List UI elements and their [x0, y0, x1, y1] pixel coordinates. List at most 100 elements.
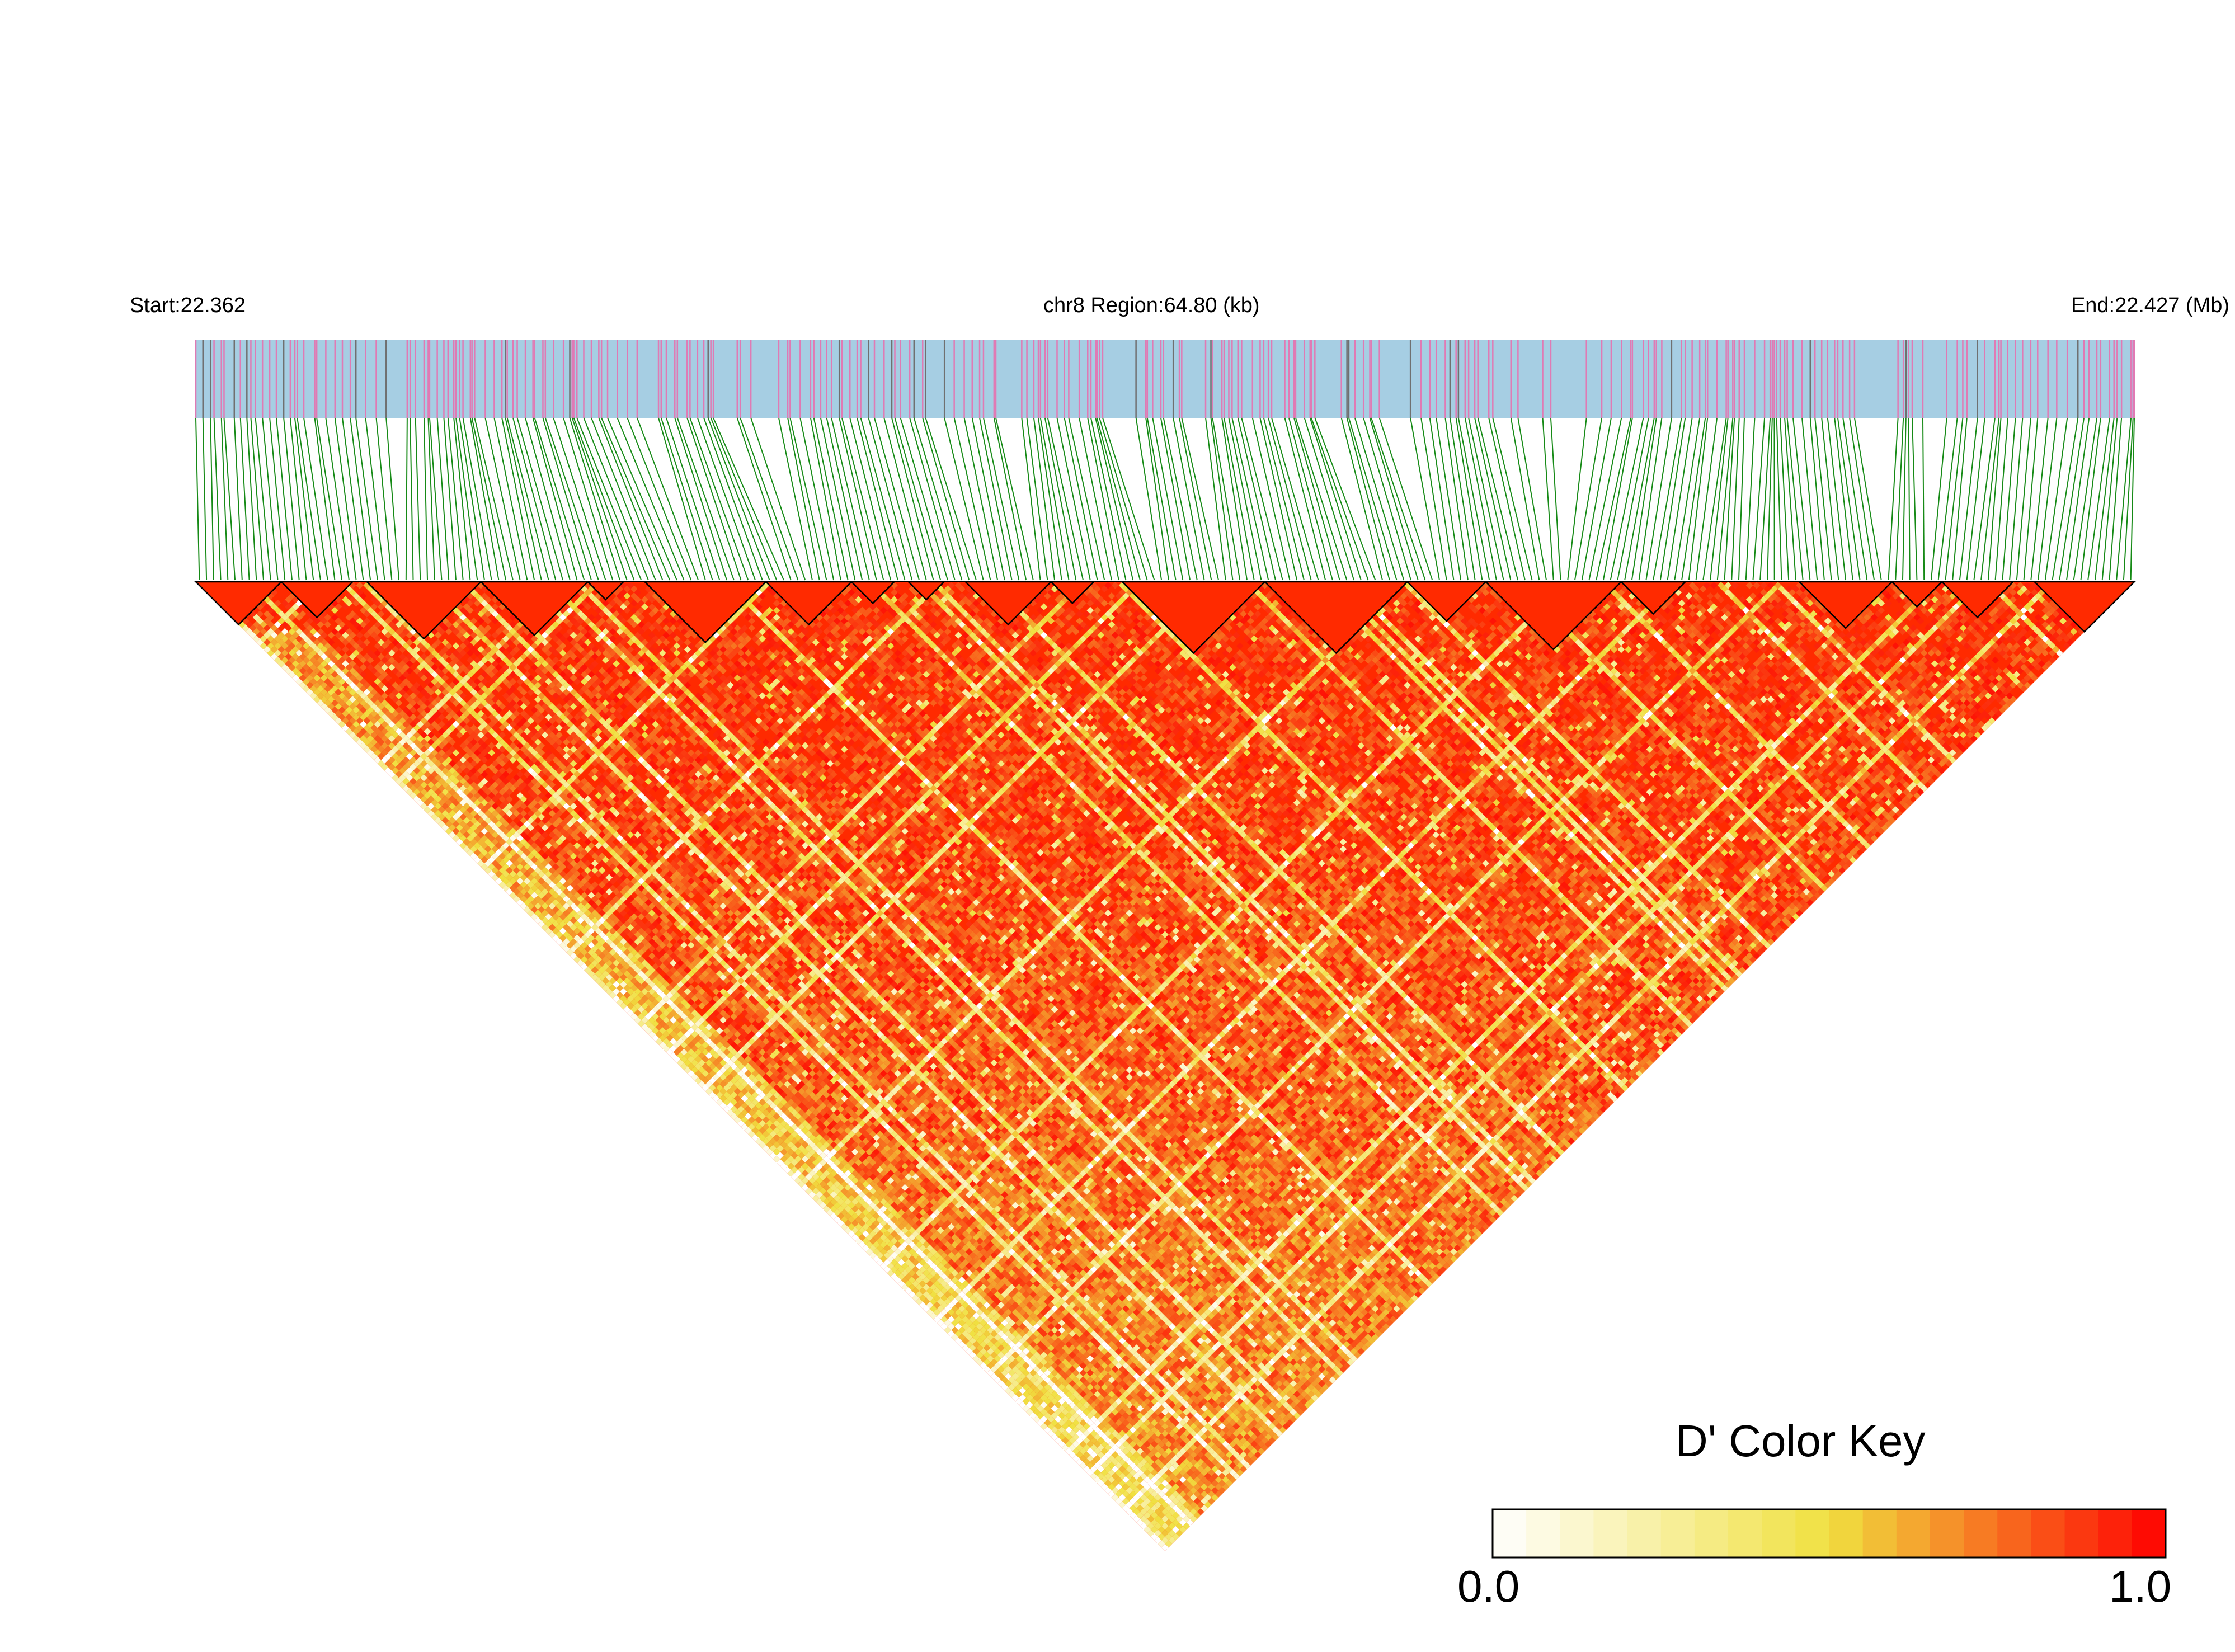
ld-cell — [951, 1326, 959, 1334]
ld-cell — [1026, 1408, 1033, 1416]
ld-cell — [267, 649, 275, 657]
snp-connector-line — [1688, 417, 1709, 581]
ld-cell — [659, 1034, 666, 1042]
ld-cell — [1136, 1512, 1144, 1519]
ld-cell — [1061, 1437, 1069, 1444]
ld-cell — [652, 1034, 660, 1042]
snp-connector-line — [778, 417, 813, 581]
snp-connector-line — [740, 417, 799, 581]
ld-cell — [972, 1340, 980, 1348]
ld-cell — [246, 621, 253, 628]
snp-connector-line — [1745, 417, 1756, 581]
ld-cell — [552, 927, 559, 935]
ld-cell — [659, 1027, 666, 1034]
ld-cell — [1161, 1537, 1169, 1544]
ld-cell — [388, 749, 396, 757]
ld-cell — [741, 1102, 749, 1109]
ld-cell — [356, 717, 364, 724]
snp-connector-line — [1179, 417, 1212, 581]
ld-cell — [862, 1230, 869, 1237]
snp-connector-line — [1224, 417, 1255, 581]
snp-connector-line — [1457, 417, 1490, 581]
snp-connector-line — [1922, 417, 1925, 581]
ld-cell — [338, 699, 346, 707]
ld-cell — [342, 703, 349, 710]
ld-cell — [834, 1209, 841, 1216]
ld-cell — [399, 774, 406, 782]
ld-cell — [570, 952, 577, 960]
ld-cell — [1115, 1483, 1123, 1491]
ld-cell — [1001, 1369, 1009, 1377]
ld-cell — [923, 1291, 930, 1298]
ld-cell — [644, 1020, 652, 1028]
ld-cell — [1055, 1423, 1062, 1430]
ld-cell — [274, 649, 281, 657]
ld-cell — [381, 763, 388, 771]
ld-cell — [730, 1091, 738, 1099]
ld-cell — [901, 1277, 909, 1284]
ld-cell — [345, 713, 353, 721]
ld-cell — [751, 1127, 759, 1135]
ld-cell — [374, 742, 382, 750]
ld-cell — [733, 1109, 741, 1117]
snp-connector-line — [316, 417, 343, 581]
snp-connector-line — [512, 417, 557, 581]
ld-cell — [591, 966, 599, 974]
snp-connector-line — [697, 417, 756, 581]
ld-cell — [260, 621, 267, 628]
ld-cell — [719, 1095, 727, 1102]
ld-cell — [958, 1326, 966, 1334]
snp-connector-line — [1581, 417, 1612, 581]
ld-cell — [449, 831, 456, 839]
ld-cell — [816, 1191, 824, 1198]
snp-connector-line — [2109, 417, 2123, 581]
snp-connector-line — [1814, 417, 1832, 581]
snp-connector-line — [459, 417, 485, 581]
snp-connector-line — [576, 417, 642, 581]
ld-cell — [359, 742, 367, 750]
snp-connector-line — [841, 417, 884, 581]
snp-connector-line — [1827, 417, 1847, 581]
ld-cell — [548, 916, 556, 924]
ld-cell — [424, 799, 431, 807]
snp-connector-line — [1780, 417, 1790, 581]
ld-cell — [862, 1244, 869, 1252]
ld-cell — [623, 1005, 631, 1013]
ld-cell — [613, 988, 620, 995]
ld-cell — [1076, 1458, 1084, 1466]
ld-cell — [1079, 1455, 1087, 1462]
snp-connector-line — [1160, 417, 1191, 581]
snp-connector-line — [601, 417, 671, 581]
ld-cell — [1136, 1519, 1144, 1526]
ld-cell — [595, 963, 603, 971]
ld-cell — [566, 927, 574, 935]
ld-cell — [962, 1337, 970, 1345]
ld-cell — [1076, 1444, 1084, 1452]
ld-cell — [267, 628, 275, 636]
ld-cell — [416, 792, 424, 799]
ld-cell — [324, 699, 332, 707]
ld-cell — [264, 646, 271, 653]
snp-connector-line — [1752, 417, 1766, 581]
snp-connector-line — [1837, 417, 1861, 581]
snp-connector-line — [342, 417, 364, 581]
snp-connector-line — [1444, 417, 1469, 581]
snp-connector-line — [1304, 417, 1355, 581]
snp-connector-line — [255, 417, 271, 581]
ld-cell — [1094, 1469, 1101, 1476]
ld-cell — [609, 970, 617, 978]
snp-connector-line — [325, 417, 350, 581]
ld-cell — [730, 1098, 738, 1106]
ld-cell — [342, 724, 349, 732]
snp-connector-line — [1596, 417, 1631, 581]
ld-cell — [954, 1337, 962, 1345]
ld-cell — [1037, 1419, 1044, 1427]
ld-cell — [837, 1205, 845, 1213]
snp-connector-line — [447, 417, 464, 581]
ld-cell — [270, 653, 278, 661]
ld-cell — [727, 1109, 734, 1117]
ld-cell — [905, 1280, 912, 1288]
snp-connector-line — [1477, 417, 1519, 581]
ld-cell — [951, 1319, 959, 1327]
snp-connector-line — [826, 417, 863, 581]
